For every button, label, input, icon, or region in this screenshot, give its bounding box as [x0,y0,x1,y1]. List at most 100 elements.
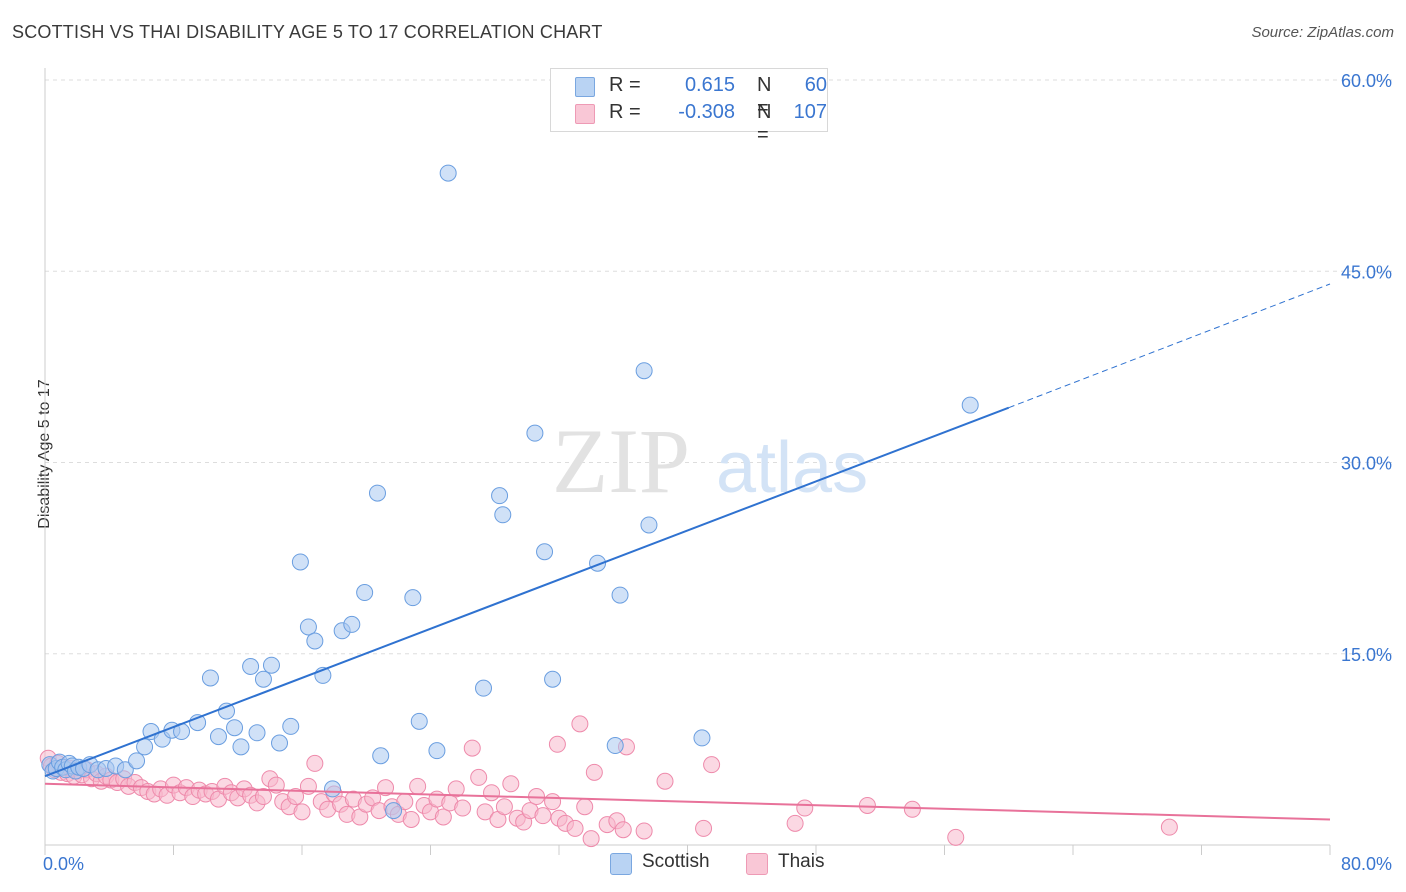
thais-point [614,821,632,839]
scottish-point [218,702,236,720]
scottish-point [385,802,403,820]
thais-point [434,808,452,826]
thais-points [39,715,1178,848]
legend-n-label: N = [757,74,772,119]
legend-r-label: R = [609,101,641,123]
scottish-point [282,717,300,735]
y-tick-label: 30.0% [1341,454,1392,474]
scottish-point [201,669,219,687]
scottish-point [491,487,509,505]
scottish-points [41,164,979,820]
scottish-point [324,780,342,798]
legend-n-label: N = [757,101,772,146]
scottish-point [356,584,374,602]
scottish-point [226,719,244,737]
thais-point [402,811,420,828]
scottish-legend-swatch [610,853,632,875]
tick-labels: 15.0% 30.0% 45.0% 60.0% 0.0% 80.0% [43,71,1392,874]
thais-point [576,798,594,816]
gridlines [45,79,1392,655]
thais-point [635,822,653,840]
scottish-point [128,752,146,770]
legend-r-value: 0.615 [684,74,735,96]
thais-point [463,739,481,757]
thais-point [409,777,427,795]
thais-swatch [575,104,595,124]
thais-point [947,828,965,846]
trend-lines [44,283,1331,821]
thais-point [656,772,674,790]
scottish-legend-label: Scottish [642,851,710,872]
thais-point [796,799,814,817]
scottish-point [291,553,309,571]
thais-point [695,819,713,837]
thais-trend-line [44,782,1331,821]
thais-legend-swatch [746,853,768,875]
y-tick-label: 60.0% [1341,71,1392,91]
y-tick-label: 45.0% [1341,262,1392,282]
thais-point [254,788,272,806]
scottish-trend-extension [1008,283,1331,409]
thais-point [566,819,584,837]
scottish-point [640,516,658,534]
watermark-zip: ZIP [552,410,690,512]
thais-point [858,796,876,814]
source-credit: Source: ZipAtlas.com [1251,24,1394,41]
thais-point [483,784,501,802]
legend-n-value: 60 [804,74,827,96]
thais-point [495,798,513,816]
thais-point [1160,818,1178,836]
thais-point [502,775,520,793]
watermark-atlas: atlas [716,428,868,508]
thais-legend-label: Thais [778,851,825,872]
scottish-trend-line [44,406,1010,778]
scottish-point [536,543,554,561]
scottish-point [526,424,544,442]
thais-point [267,776,285,794]
thais-point [454,799,472,817]
scottish-point [116,761,134,779]
thais-point [377,779,395,797]
thais-point [534,807,552,825]
scottish-point [693,729,711,747]
scottish-point [248,724,266,742]
scottish-point [306,632,324,650]
thais-point [470,768,488,786]
scottish-point [611,586,629,604]
thais-point [293,803,311,821]
thais-point [544,793,562,811]
scottish-swatch [575,77,595,97]
watermark: ZIP atlas [552,410,868,512]
scottish-point [232,738,250,756]
x-tick-label: 0.0% [43,854,84,874]
scottish-point [439,164,457,182]
legend-r-label: R = [609,74,641,96]
thais-point [306,754,324,772]
thais-point [287,788,305,806]
thais-point [703,756,721,774]
legend-n-value: 107 [793,101,827,123]
scottish-point [635,362,653,380]
y-tick-label: 15.0% [1341,645,1392,665]
x-tick-label: 80.0% [1341,854,1392,874]
scottish-point [271,734,289,752]
scottish-point [242,658,260,675]
scottish-point [262,656,280,674]
scottish-point [475,679,493,697]
scottish-point [544,670,562,688]
scottish-point [343,615,361,633]
scottish-point [428,742,446,760]
thais-point [582,830,600,848]
scottish-point [209,728,227,746]
scottish-point [606,737,624,755]
thais-point [571,715,589,733]
correlation-legend: R = 0.615 N = 60 R = -0.308 N = 107 [550,68,828,146]
axes [44,68,1331,855]
scottish-point [368,484,386,502]
scottish-point [961,396,979,414]
thais-point [786,814,804,832]
scottish-point [299,618,317,636]
thais-point [476,803,494,821]
scottish-point [254,670,272,688]
